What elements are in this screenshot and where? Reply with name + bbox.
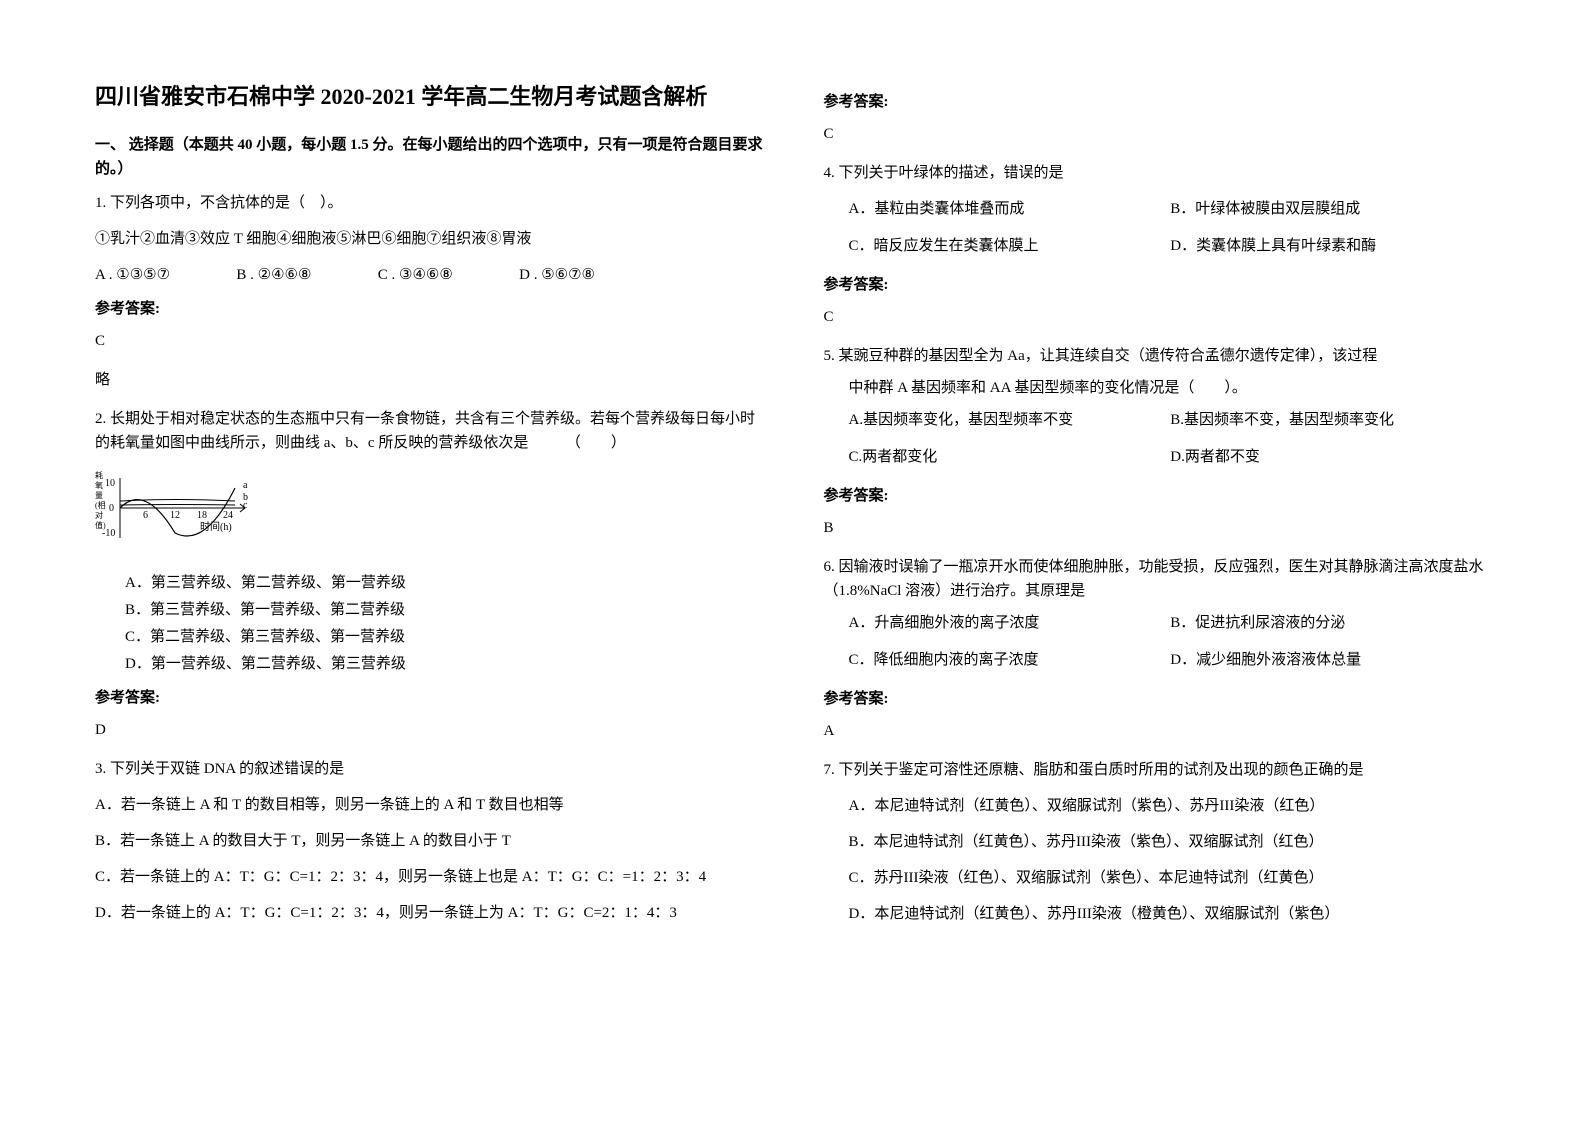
svg-text:氧: 氧 bbox=[95, 480, 103, 490]
q1-options: A . ①③⑤⑦ B . ②④⑥⑧ C . ③④⑥⑧ D . ⑤⑥⑦⑧ bbox=[95, 263, 595, 287]
question-1: 1. 下列各项中，不含抗体的是（ ）。 ①乳汁②血清③效应 T 细胞④细胞液⑤淋… bbox=[95, 191, 764, 392]
svg-text:耗: 耗 bbox=[95, 471, 103, 480]
svg-text:10: 10 bbox=[105, 478, 115, 489]
q6-ans: A bbox=[824, 719, 1493, 743]
q3-opt-a: A．若一条链上 A 和 T 的数目相等，则另一条链上的 A 和 T 数目也相等 bbox=[95, 793, 764, 817]
q4-options-cd: C．暗反应发生在类囊体膜上 D．类囊体膜上具有叶绿素和酶 bbox=[849, 234, 1493, 263]
q5-opt-b: B.基因频率不变，基因型频率变化 bbox=[1170, 408, 1492, 432]
question-6: 6. 因输液时误输了一瓶凉开水而使体细胞肿胀，功能受损，反应强烈，医生对其静脉滴… bbox=[824, 555, 1493, 743]
svg-text:量: 量 bbox=[95, 491, 103, 500]
svg-text:18: 18 bbox=[197, 510, 207, 521]
svg-text:值): 值) bbox=[95, 520, 106, 530]
q7-opt-c: C．苏丹III染液（红色）、双缩脲试剂（紫色）、本尼迪特试剂（红黄色） bbox=[849, 866, 1493, 890]
q6-options-ab: A．升高细胞外液的离子浓度 B．促进抗利尿溶液的分泌 bbox=[849, 611, 1493, 640]
q2-opt-d: D．第一营养级、第二营养级、第三营养级 bbox=[125, 652, 764, 676]
q1-note: 略 bbox=[95, 368, 764, 392]
q4-opt-d: D．类囊体膜上具有叶绿素和酶 bbox=[1170, 234, 1492, 258]
q3-ans: C bbox=[824, 122, 1493, 146]
q6-options-cd: C．降低细胞内液的离子浓度 D．减少细胞外液溶液体总量 bbox=[849, 648, 1493, 677]
q1-sub: ①乳汁②血清③效应 T 细胞④细胞液⑤淋巴⑥细胞⑦组织液⑧胃液 bbox=[95, 227, 764, 251]
q4-opt-c: C．暗反应发生在类囊体膜上 bbox=[849, 234, 1171, 258]
q5-stem: 5. 某豌豆种群的基因型全为 Aa，让其连续自交（遗传符合孟德尔遗传定律），该过… bbox=[824, 344, 1493, 368]
svg-text:12: 12 bbox=[170, 510, 180, 521]
q6-opt-a: A．升高细胞外液的离子浓度 bbox=[849, 611, 1171, 635]
q1-opt-d: D . ⑤⑥⑦⑧ bbox=[519, 263, 595, 287]
q3-opt-c: C．若一条链上的 A：T：G：C=1：2：3：4，则另一条链上也是 A：T：G：… bbox=[95, 865, 764, 889]
q7-opt-a: A．本尼迪特试剂（红黄色）、双缩脲试剂（紫色）、苏丹III染液（红色） bbox=[849, 794, 1493, 818]
q4-opt-b: B．叶绿体被膜由双层膜组成 bbox=[1170, 197, 1492, 221]
svg-text:0: 0 bbox=[109, 503, 114, 514]
q5-options-cd: C.两者都变化 D.两者都不变 bbox=[849, 445, 1493, 474]
q4-ans: C bbox=[824, 305, 1493, 329]
q1-opt-b: B . ②④⑥⑧ bbox=[236, 263, 311, 287]
q2-graph: 10 0 -10 6 12 18 24 a b c 时间(h bbox=[95, 468, 265, 553]
section-heading: 一、 选择题（本题共 40 小题，每小题 1.5 分。在每小题给出的四个选项中，… bbox=[95, 133, 764, 181]
q5-opt-a: A.基因频率变化，基因型频率不变 bbox=[849, 408, 1171, 432]
q1-opt-c: C . ③④⑥⑧ bbox=[378, 263, 453, 287]
q5-opt-d: D.两者都不变 bbox=[1170, 445, 1492, 469]
q5-opt-c: C.两者都变化 bbox=[849, 445, 1171, 469]
question-5: 5. 某豌豆种群的基因型全为 Aa，让其连续自交（遗传符合孟德尔遗传定律），该过… bbox=[824, 344, 1493, 540]
left-column: 四川省雅安市石棉中学 2020-2021 学年高二生物月考试题含解析 一、 选择… bbox=[95, 80, 764, 941]
page-container: 四川省雅安市石棉中学 2020-2021 学年高二生物月考试题含解析 一、 选择… bbox=[95, 80, 1492, 941]
svg-text:a: a bbox=[243, 480, 248, 491]
q2-ans-label: 参考答案: bbox=[95, 686, 764, 710]
q5-ans: B bbox=[824, 516, 1493, 540]
question-2: 2. 长期处于相对稳定状态的生态瓶中只有一条食物链，共含有三个营养级。若每个营养… bbox=[95, 407, 764, 742]
svg-text:时间(h): 时间(h) bbox=[200, 520, 232, 533]
q6-ans-label: 参考答案: bbox=[824, 687, 1493, 711]
q6-opt-d: D．减少细胞外液溶液体总量 bbox=[1170, 648, 1492, 672]
q4-ans-label: 参考答案: bbox=[824, 273, 1493, 297]
q3-stem: 3. 下列关于双链 DNA 的叙述错误的是 bbox=[95, 757, 764, 781]
right-column: 参考答案: C 4. 下列关于叶绿体的描述，错误的是 A．基粒由类囊体堆叠而成 … bbox=[824, 80, 1493, 941]
q5-ans-label: 参考答案: bbox=[824, 484, 1493, 508]
q2-ans: D bbox=[95, 718, 764, 742]
q1-ans: C bbox=[95, 329, 764, 353]
q6-opt-b: B．促进抗利尿溶液的分泌 bbox=[1170, 611, 1492, 635]
q7-stem: 7. 下列关于鉴定可溶性还原糖、脂肪和蛋白质时所用的试剂及出现的颜色正确的是 bbox=[824, 758, 1493, 782]
q5-options-ab: A.基因频率变化，基因型频率不变 B.基因频率不变，基因型频率变化 bbox=[849, 408, 1493, 437]
svg-text:c: c bbox=[243, 500, 248, 511]
q3-opt-d: D．若一条链上的 A：T：G：C=1：2：3：4，则另一条链上为 A：T：G：C… bbox=[95, 901, 764, 925]
q3-opt-b: B．若一条链上 A 的数目大于 T，则另一条链上 A 的数目小于 T bbox=[95, 829, 764, 853]
svg-text:对: 对 bbox=[95, 510, 103, 520]
q1-ans-label: 参考答案: bbox=[95, 297, 764, 321]
q4-stem: 4. 下列关于叶绿体的描述，错误的是 bbox=[824, 161, 1493, 185]
q2-options: A．第三营养级、第二营养级、第一营养级 B．第三营养级、第一营养级、第二营养级 … bbox=[125, 571, 764, 676]
q2-stem: 2. 长期处于相对稳定状态的生态瓶中只有一条食物链，共含有三个营养级。若每个营养… bbox=[95, 407, 764, 455]
q6-opt-c: C．降低细胞内液的离子浓度 bbox=[849, 648, 1171, 672]
exam-title: 四川省雅安市石棉中学 2020-2021 学年高二生物月考试题含解析 bbox=[95, 80, 764, 113]
svg-text:6: 6 bbox=[143, 510, 148, 521]
q2-opt-b: B．第三营养级、第一营养级、第二营养级 bbox=[125, 598, 764, 622]
svg-text:24: 24 bbox=[223, 510, 233, 521]
q5-stem2: 中种群 A 基因频率和 AA 基因型频率的变化情况是（ ）。 bbox=[849, 376, 1493, 400]
q3-ans-label: 参考答案: bbox=[824, 90, 1493, 114]
q7-opt-b: B．本尼迪特试剂（红黄色）、苏丹III染液（紫色）、双缩脲试剂（红色） bbox=[849, 830, 1493, 854]
svg-text:(相: (相 bbox=[95, 500, 106, 510]
q2-opt-c: C．第二营养级、第三营养级、第一营养级 bbox=[125, 625, 764, 649]
q4-options-ab: A．基粒由类囊体堆叠而成 B．叶绿体被膜由双层膜组成 bbox=[849, 197, 1493, 226]
q2-opt-a: A．第三营养级、第二营养级、第一营养级 bbox=[125, 571, 764, 595]
question-4: 4. 下列关于叶绿体的描述，错误的是 A．基粒由类囊体堆叠而成 B．叶绿体被膜由… bbox=[824, 161, 1493, 329]
q7-opt-d: D．本尼迪特试剂（红黄色）、苏丹III染液（橙黄色）、双缩脲试剂（紫色） bbox=[849, 902, 1493, 926]
q1-opt-a: A . ①③⑤⑦ bbox=[95, 263, 170, 287]
question-3: 3. 下列关于双链 DNA 的叙述错误的是 A．若一条链上 A 和 T 的数目相… bbox=[95, 757, 764, 925]
q1-stem: 1. 下列各项中，不含抗体的是（ ）。 bbox=[95, 191, 764, 215]
q6-stem: 6. 因输液时误输了一瓶凉开水而使体细胞肿胀，功能受损，反应强烈，医生对其静脉滴… bbox=[824, 555, 1493, 603]
q4-opt-a: A．基粒由类囊体堆叠而成 bbox=[849, 197, 1171, 221]
question-7: 7. 下列关于鉴定可溶性还原糖、脂肪和蛋白质时所用的试剂及出现的颜色正确的是 A… bbox=[824, 758, 1493, 926]
